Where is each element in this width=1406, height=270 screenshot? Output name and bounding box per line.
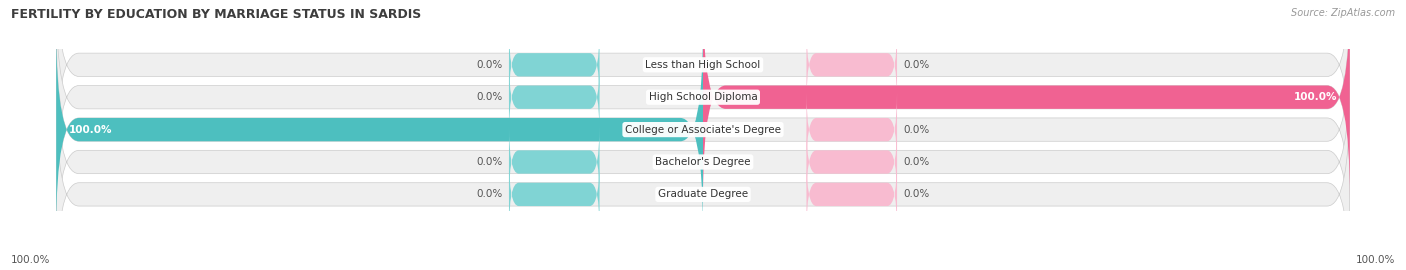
Text: 0.0%: 0.0% — [477, 189, 502, 200]
Text: Less than High School: Less than High School — [645, 60, 761, 70]
FancyBboxPatch shape — [56, 28, 703, 231]
FancyBboxPatch shape — [56, 0, 1350, 199]
FancyBboxPatch shape — [56, 0, 1350, 167]
Text: Bachelor's Degree: Bachelor's Degree — [655, 157, 751, 167]
Text: High School Diploma: High School Diploma — [648, 92, 758, 102]
Text: FERTILITY BY EDUCATION BY MARRIAGE STATUS IN SARDIS: FERTILITY BY EDUCATION BY MARRIAGE STATU… — [11, 8, 422, 21]
FancyBboxPatch shape — [703, 0, 1350, 199]
Text: 0.0%: 0.0% — [477, 157, 502, 167]
Text: 0.0%: 0.0% — [904, 189, 929, 200]
FancyBboxPatch shape — [56, 93, 1350, 270]
Text: 100.0%: 100.0% — [11, 255, 51, 265]
Text: Graduate Degree: Graduate Degree — [658, 189, 748, 200]
Text: College or Associate's Degree: College or Associate's Degree — [626, 124, 780, 135]
FancyBboxPatch shape — [807, 28, 897, 102]
FancyBboxPatch shape — [807, 157, 897, 231]
Text: 0.0%: 0.0% — [477, 60, 502, 70]
FancyBboxPatch shape — [509, 28, 599, 102]
FancyBboxPatch shape — [807, 93, 897, 167]
Text: 0.0%: 0.0% — [904, 124, 929, 135]
FancyBboxPatch shape — [509, 60, 599, 134]
Text: 0.0%: 0.0% — [477, 92, 502, 102]
Text: 100.0%: 100.0% — [69, 124, 112, 135]
Text: 100.0%: 100.0% — [1355, 255, 1395, 265]
FancyBboxPatch shape — [56, 28, 1350, 231]
FancyBboxPatch shape — [509, 157, 599, 231]
Text: Source: ZipAtlas.com: Source: ZipAtlas.com — [1291, 8, 1395, 18]
FancyBboxPatch shape — [56, 60, 1350, 264]
Text: 0.0%: 0.0% — [904, 60, 929, 70]
Text: 100.0%: 100.0% — [1294, 92, 1337, 102]
Text: 0.0%: 0.0% — [904, 157, 929, 167]
FancyBboxPatch shape — [509, 125, 599, 199]
FancyBboxPatch shape — [807, 125, 897, 199]
